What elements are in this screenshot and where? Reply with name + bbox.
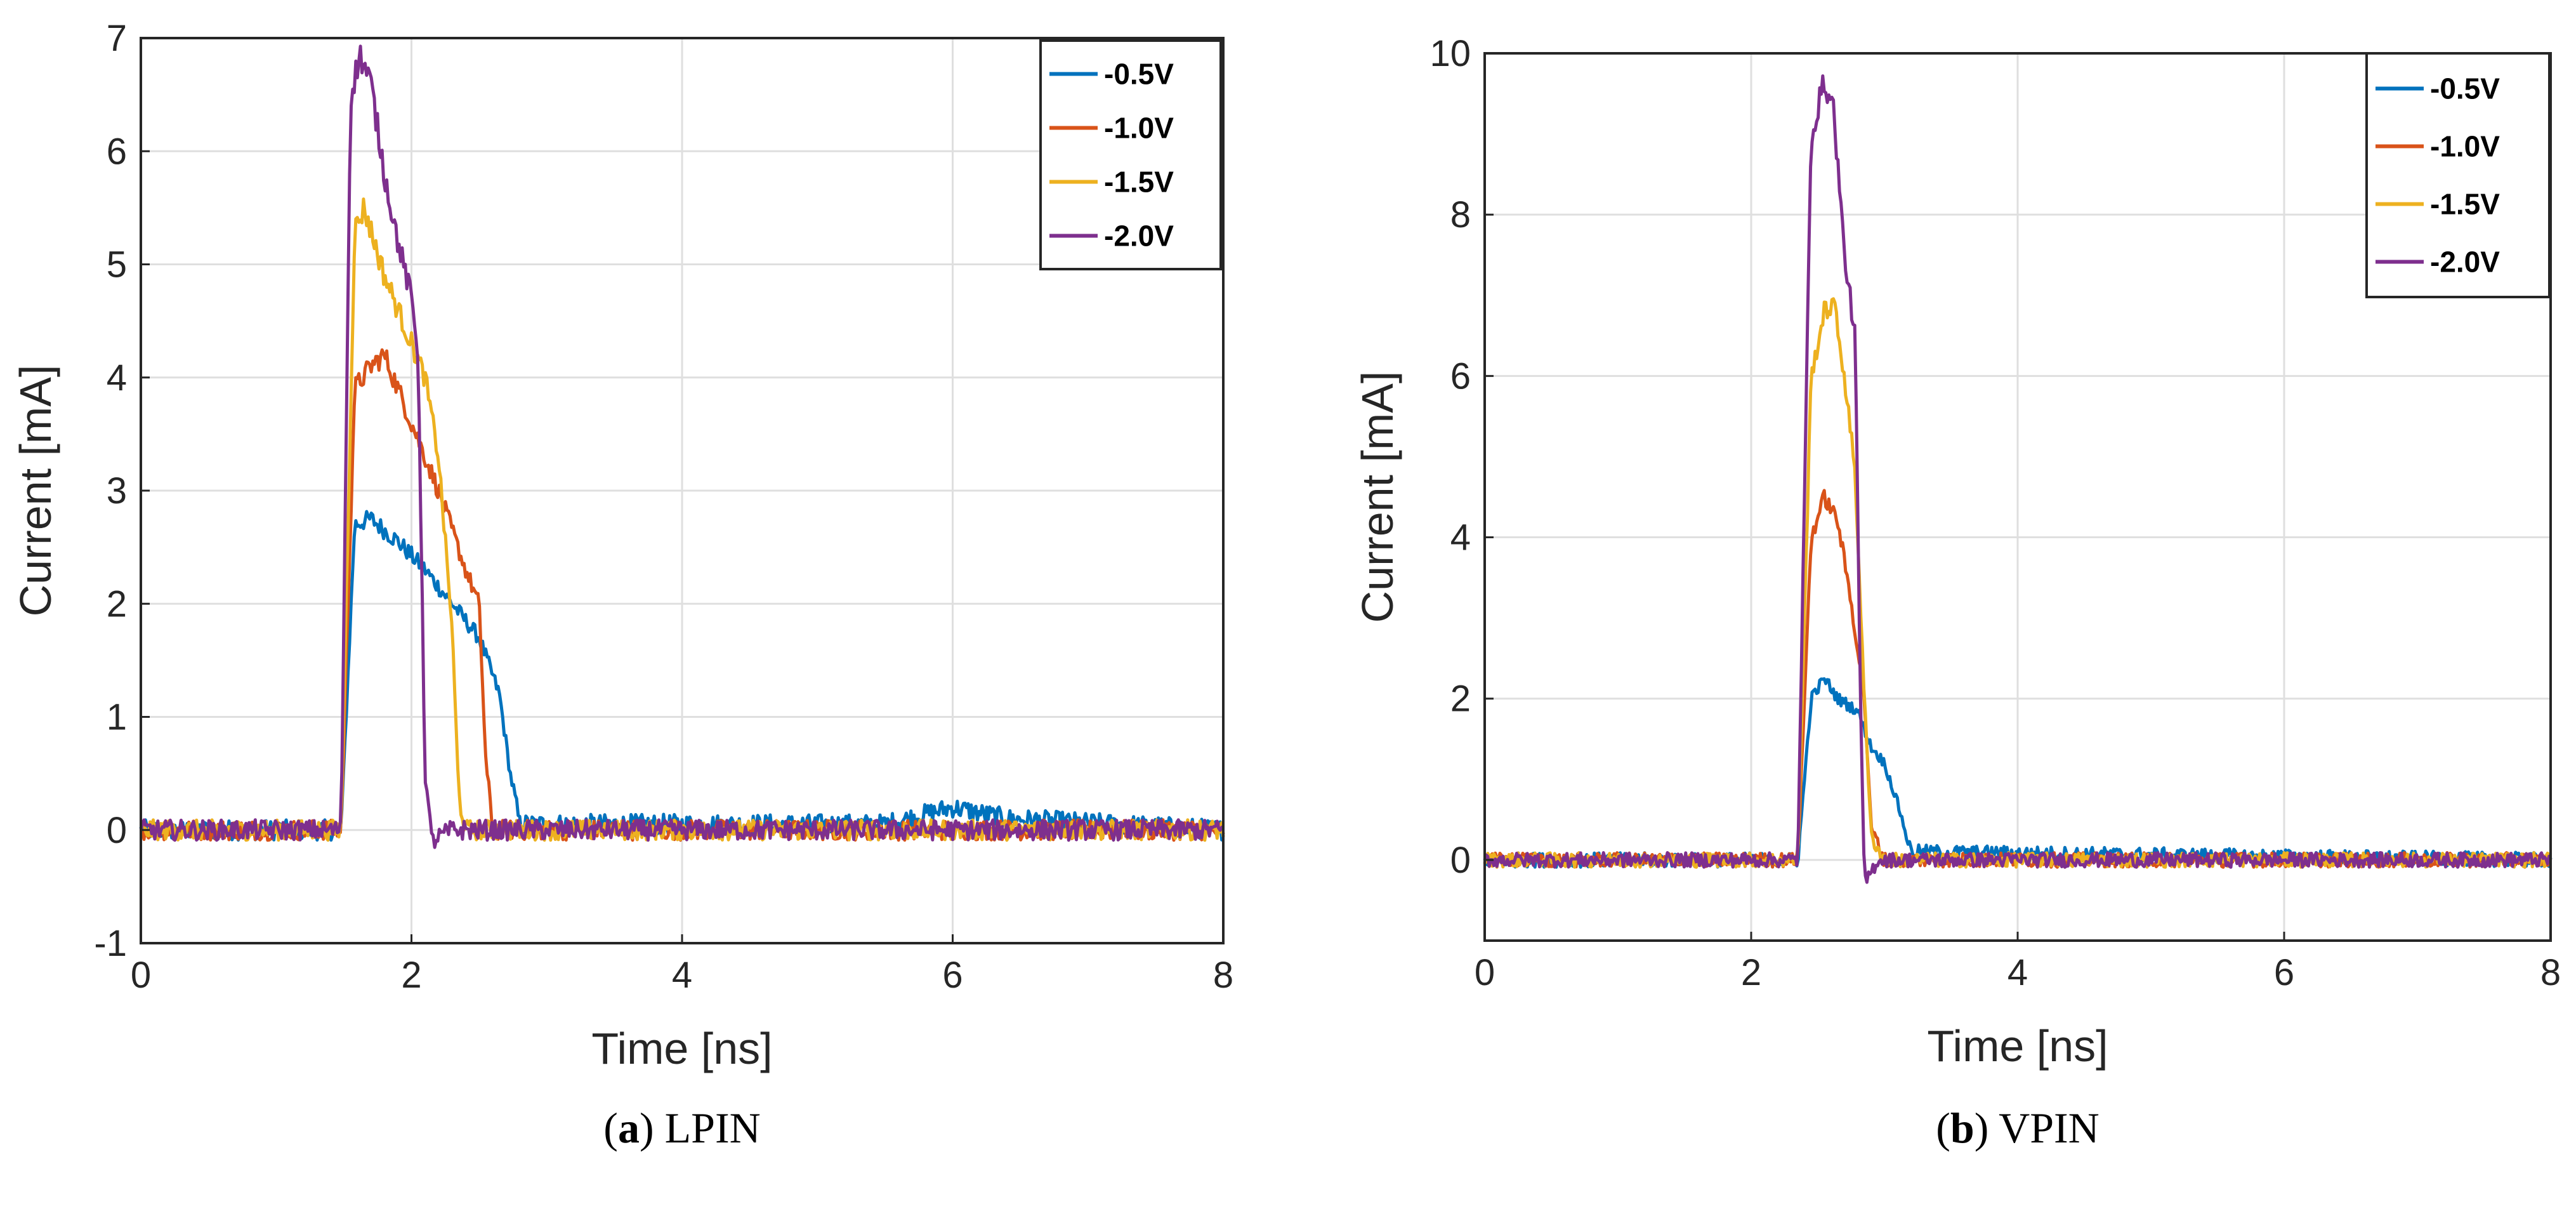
y-tick-label: 6 <box>107 131 127 172</box>
y-axis-label: Current [mA] <box>1353 371 1402 623</box>
legend-label: -1.0V <box>2430 130 2500 163</box>
caption-label: a <box>618 1104 640 1152</box>
y-tick-label: 7 <box>107 18 127 59</box>
x-tick-label: 0 <box>1475 952 1495 993</box>
legend-label: -2.0V <box>1104 220 1174 253</box>
x-axis-label: Time [ns] <box>1927 1021 2108 1071</box>
y-tick-label: 0 <box>107 810 127 851</box>
tick-labels: 0 2 4 6 8 0 2 4 6 8 10 <box>1429 33 2561 993</box>
legend-label: -1.5V <box>1104 166 1174 199</box>
y-tick-label: 10 <box>1429 33 1471 74</box>
legend-label: -0.5V <box>2430 72 2500 105</box>
legend: -0.5V -1.0V -1.5V -2.0V <box>2365 52 2551 298</box>
y-tick-label: 0 <box>1450 840 1471 881</box>
caption-open-paren: ( <box>603 1104 618 1152</box>
caption-label: b <box>1950 1104 1975 1152</box>
x-tick-label: 6 <box>942 955 963 996</box>
y-tick-label: 5 <box>107 244 127 286</box>
legend-box <box>1039 39 1222 270</box>
y-tick-label: 4 <box>1450 517 1471 559</box>
x-axis-label: Time [ns] <box>591 1024 772 1073</box>
x-tick-label: 2 <box>1741 952 1761 993</box>
series-group <box>1483 74 2553 884</box>
x-tick-label: 8 <box>2540 952 2561 993</box>
panel-caption: (a) LPIN <box>603 1104 760 1152</box>
y-tick-label: 6 <box>1450 355 1471 397</box>
caption-text: VPIN <box>1999 1104 2100 1152</box>
legend-label: -1.0V <box>1104 112 1174 145</box>
y-tick-label: 2 <box>1450 678 1471 720</box>
y-tick-label: 2 <box>107 583 127 625</box>
caption-close-paren: ) <box>1975 1104 1999 1152</box>
y-tick-label: 8 <box>1450 194 1471 235</box>
panel-caption: (b) VPIN <box>1936 1104 2100 1152</box>
x-tick-label: 8 <box>1213 955 1233 996</box>
x-tick-label: 4 <box>672 955 692 996</box>
legend-label: -0.5V <box>1104 58 1174 91</box>
y-axis-label: Current [mA] <box>11 365 60 617</box>
x-tick-label: 6 <box>2274 952 2294 993</box>
series-line--2.0V <box>139 44 1225 849</box>
y-tick-label: 3 <box>107 470 127 512</box>
panel-b: 0 2 4 6 8 0 2 4 6 8 10 Time [ns] Current [mA] -0.5V -1… <box>1353 33 2561 1152</box>
caption-text: LPIN <box>665 1104 761 1152</box>
y-tick-label: -1 <box>94 923 127 964</box>
legend: -0.5V -1.0V -1.5V -2.0V <box>1039 39 1222 270</box>
x-tick-label: 4 <box>2008 952 2028 993</box>
series-group <box>139 44 1225 849</box>
legend-label: -1.5V <box>2430 188 2500 221</box>
legend-label: -2.0V <box>2430 246 2500 279</box>
caption-open-paren: ( <box>1936 1104 1950 1152</box>
y-tick-label: 1 <box>107 697 127 738</box>
x-tick-label: 2 <box>401 955 421 996</box>
caption-close-paren: ) <box>640 1104 665 1152</box>
x-tick-label: 0 <box>131 955 151 996</box>
legend-box <box>2365 52 2551 298</box>
series-line--2.0V <box>1483 74 2551 884</box>
y-tick-label: 4 <box>107 357 127 399</box>
